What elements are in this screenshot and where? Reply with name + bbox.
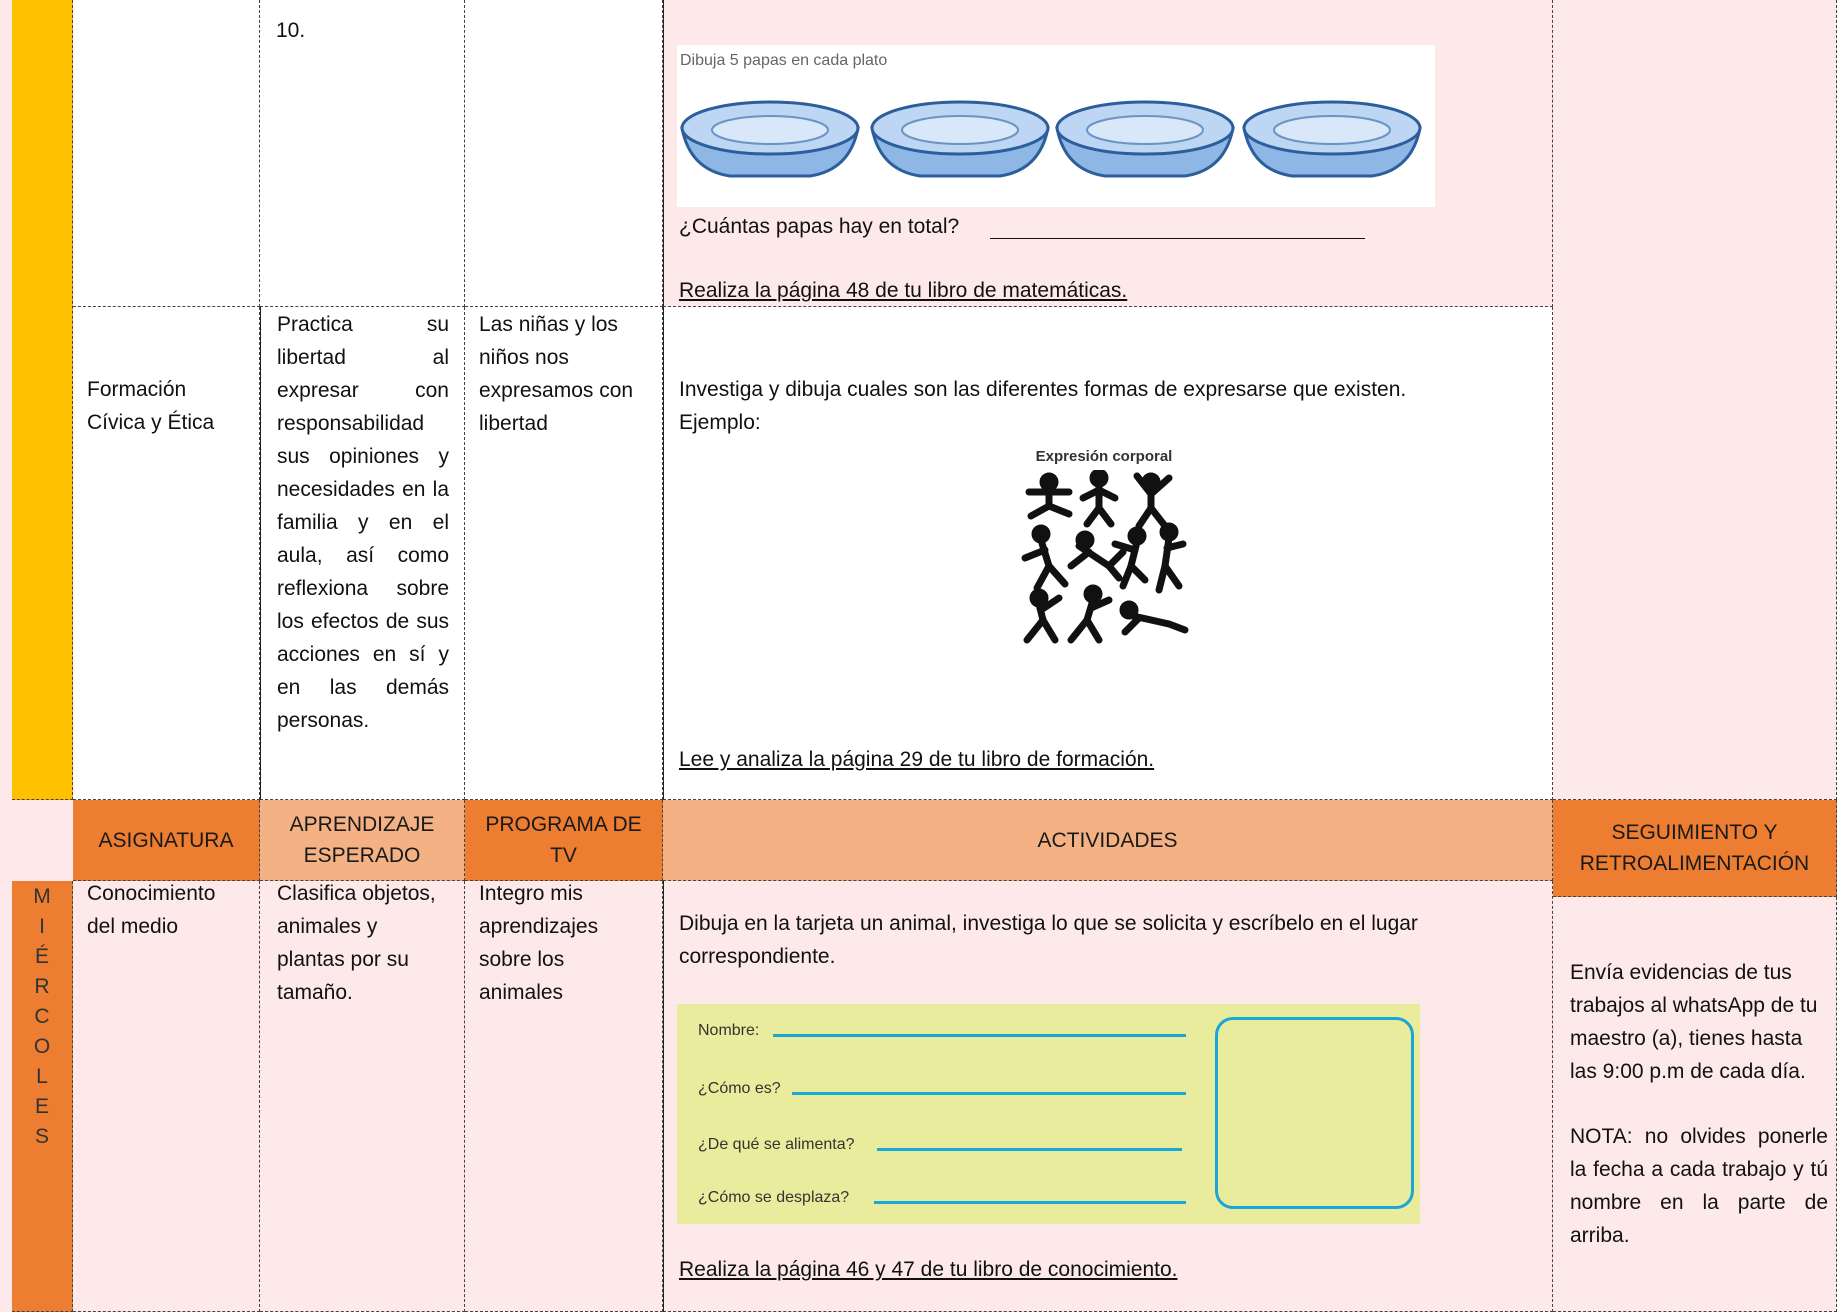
task: Lee y analiza la página 29 de tu libro d… (679, 748, 1155, 771)
cell (73, 881, 260, 1312)
programa: Las niñas y los niños nos expresamos con… (479, 313, 634, 435)
cell (465, 881, 663, 1312)
card-field: Nombre: (698, 1022, 760, 1039)
bowls (680, 100, 1422, 178)
cell (73, 0, 260, 307)
header-cell: ACTIVIDADES (663, 800, 1553, 881)
instruction: Investiga y dibuja cuales son las difere… (679, 378, 1407, 401)
day-label: MIÉRCOLES (33, 885, 51, 1148)
bowl (680, 100, 860, 178)
header-cell: ASIGNATURA (73, 800, 260, 881)
example-label: Ejemplo: (679, 411, 761, 434)
card-line (773, 1034, 1186, 1037)
asignatura: Formación Cívica y Ética (87, 378, 215, 434)
cell (1553, 897, 1837, 1312)
instruction: Dibuja en la tarjeta un animal, investig… (679, 912, 1418, 968)
seguimiento-text: NOTA: no olvides ponerle la fecha a cada… (1570, 1125, 1828, 1247)
header-cell: SEGUIMIENTO Y RETROALIMENTACIÓN (1553, 800, 1837, 897)
card-line (792, 1092, 1186, 1095)
card-line (877, 1148, 1182, 1151)
image-caption: Expresión corporal (1035, 448, 1173, 465)
bowl (870, 100, 1050, 178)
cell (663, 307, 1553, 800)
cell (465, 0, 663, 307)
card-frame (1215, 1017, 1414, 1209)
card-field: ¿De qué se alimenta? (698, 1136, 855, 1153)
bowl (1242, 100, 1422, 178)
seguimiento-text: Envía evidencias de tus trabajos al what… (1570, 961, 1818, 1083)
card (677, 1004, 1420, 1224)
silhouettes (1021, 470, 1189, 644)
asignatura: Conocimiento del medio (87, 882, 216, 938)
text: 10. (276, 19, 306, 42)
bowl (1055, 100, 1235, 178)
day-bar (12, 881, 73, 1312)
header-cell: PROGRAMA DE TV (465, 800, 663, 881)
day-bar (12, 0, 73, 800)
aprendizaje: Clasifica objetos, animales y plantas po… (277, 882, 436, 1004)
header-cell: APRENDIZAJE ESPERADO (260, 800, 465, 881)
task: Realiza la página 48 de tu libro de mate… (679, 279, 1128, 302)
card-line (874, 1201, 1186, 1204)
cell (260, 881, 465, 1312)
cell (1553, 0, 1837, 800)
card-field: ¿Cómo se desplaza? (698, 1189, 850, 1206)
answer-line (990, 238, 1365, 239)
task: Realiza la página 46 y 47 de tu libro de… (679, 1258, 1178, 1281)
cell (260, 307, 465, 800)
cell (260, 0, 465, 307)
cell (73, 307, 260, 800)
cell (465, 307, 663, 800)
aprendizaje: Practica su libertad al expresar con res… (277, 313, 449, 732)
question: ¿Cuántas papas hay en total? (679, 215, 960, 238)
programa: Integro mis aprendizajes sobre los anima… (479, 882, 599, 1004)
image-caption: Dibuja 5 papas en cada plato (680, 52, 888, 69)
card-field: ¿Cómo es? (698, 1080, 781, 1097)
